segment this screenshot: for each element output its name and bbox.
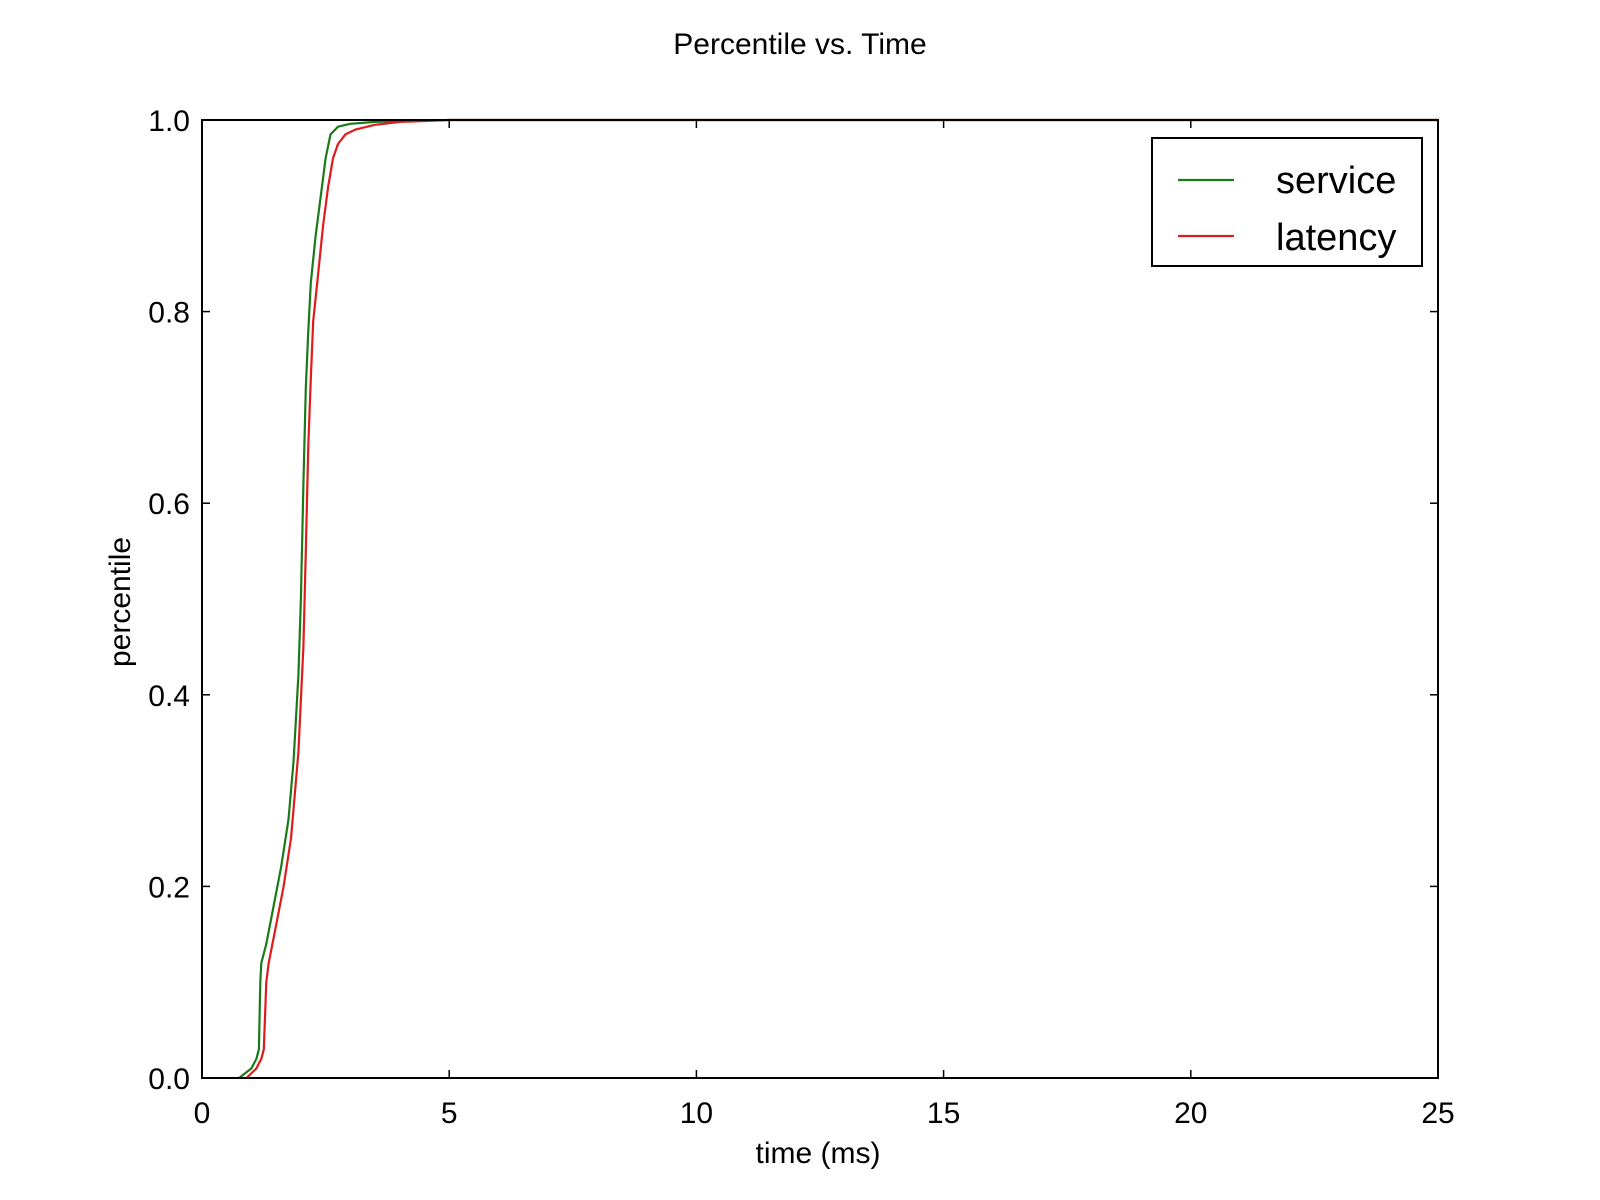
legend-label-latency: latency [1276, 217, 1396, 259]
chart-title: Percentile vs. Time [673, 28, 926, 61]
y-tick-label: 0.2 [148, 871, 190, 904]
plot-frame [201, 119, 1439, 1079]
x-tick-label: 15 [927, 1097, 960, 1130]
x-tick-label: 0 [194, 1097, 211, 1130]
x-tick-label: 5 [441, 1097, 458, 1130]
legend-box [1151, 137, 1423, 267]
y-tick-label: 0.6 [148, 488, 190, 521]
plot-area: 0 5 10 15 20 25 0.0 0.2 0.4 0.6 0.8 1.0 [148, 105, 1454, 1130]
legend: service latency [1151, 137, 1423, 267]
x-tick-label: 10 [680, 1097, 713, 1130]
y-tick-label: 0.8 [148, 297, 190, 330]
legend-label-service: service [1276, 160, 1396, 202]
y-tick-label: 0.0 [148, 1063, 190, 1096]
y-tick-label: 1.0 [148, 105, 190, 138]
x-axis-title: time (ms) [756, 1137, 881, 1170]
x-tick-label: 20 [1174, 1097, 1207, 1130]
y-axis-title: percentile [104, 537, 137, 667]
x-tick-label: 25 [1421, 1097, 1454, 1130]
y-tick-label: 0.4 [148, 680, 190, 713]
